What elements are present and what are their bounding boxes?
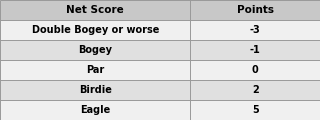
Text: 5: 5: [252, 105, 259, 115]
Bar: [0, 60, 320, 80]
Text: Points: Points: [237, 5, 274, 15]
Bar: [0, 100, 320, 120]
Text: Double Bogey or worse: Double Bogey or worse: [31, 25, 159, 35]
Bar: [0, 80, 320, 100]
Text: 0: 0: [252, 65, 259, 75]
Bar: [0, 20, 320, 40]
Text: Eagle: Eagle: [80, 105, 110, 115]
Bar: [0, 0, 320, 20]
Text: Par: Par: [86, 65, 104, 75]
Bar: [0, 40, 320, 60]
Text: Bogey: Bogey: [78, 45, 112, 55]
Text: Net Score: Net Score: [66, 5, 124, 15]
Text: Birdie: Birdie: [79, 85, 112, 95]
Text: 2: 2: [252, 85, 259, 95]
Text: -1: -1: [250, 45, 260, 55]
Text: -3: -3: [250, 25, 260, 35]
